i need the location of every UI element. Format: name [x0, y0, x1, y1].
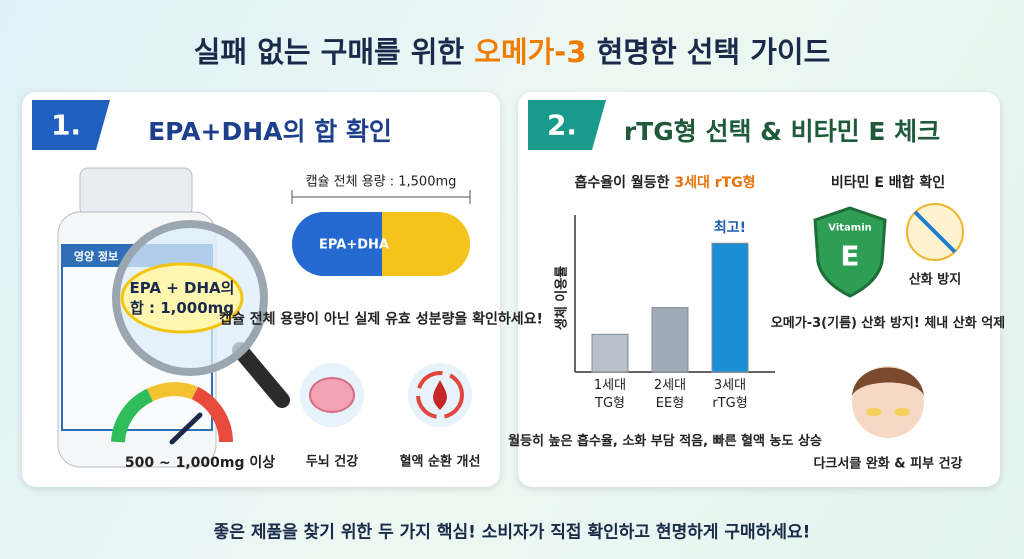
- skin-note: 다크서클 완화 & 피부 건강: [813, 456, 963, 472]
- gauge-red: [191, 386, 233, 443]
- benefit-label: 두뇌 건강: [305, 454, 359, 470]
- blood-drop: [433, 380, 447, 410]
- badge-2-shape: [528, 100, 606, 150]
- shield-letter: E: [840, 239, 860, 273]
- badge-2: 2.: [546, 108, 578, 142]
- badge-1-shape: [32, 100, 110, 150]
- chart-title: 흡수율이 월등한 3세대 rTG형: [574, 172, 755, 192]
- bar: [591, 333, 629, 373]
- title-part: 실패 없는 구매를 위한: [193, 35, 475, 69]
- gauge-green: [111, 388, 154, 443]
- antioxidant-label: 산화 방지: [908, 272, 962, 288]
- page-title: 실패 없는 구매를 위한 오메가-3 현명한 선택 가이드: [194, 29, 831, 71]
- bar: [711, 242, 749, 373]
- heading-1: EPA+DHA의 합 확인: [148, 117, 392, 146]
- gauge-yellow: [146, 382, 198, 402]
- gauge-label: 500 ~ 1,000mg 이상: [124, 455, 276, 471]
- shield-top: Vitamin: [828, 222, 872, 234]
- magnifier-text: EPA + DHA의 합 : 1,000mg: [129, 279, 235, 317]
- title-part: 현명한 선택 가이드: [586, 35, 831, 69]
- title-highlight: 오메가-3: [474, 35, 587, 69]
- chart-title-part: 흡수율이 월등한: [574, 175, 675, 191]
- benefit-label: 혈액 순환 개선: [399, 454, 481, 470]
- antioxidant-note: 오메가-3(기름) 산화 방지! 체내 산화 억제: [770, 316, 1006, 331]
- vitamin-title: 비타민 E 배합 확인: [830, 175, 946, 191]
- chart-note: 월등히 높은 흡수율, 소화 부담 적음, 빠른 혈액 농도 상승: [508, 434, 822, 449]
- eye-patch: [894, 408, 910, 416]
- chart-title-highlight: 3세대 rTG형: [674, 175, 756, 191]
- brain-icon: [309, 377, 355, 413]
- heading-2: rTG형 선택 & 비타민 E 체크: [623, 117, 941, 146]
- hair: [852, 367, 924, 396]
- x-tick-label: 2세대 EE형: [653, 378, 687, 411]
- bar-annotation: 최고!: [713, 220, 747, 237]
- bar: [651, 307, 689, 373]
- blood-icon-ring: [416, 371, 464, 419]
- capsule-total: 캡슐 전체 용량 : 1,500mg: [305, 174, 457, 190]
- footer: 좋은 제품을 찾기 위한 두 가지 핵심! 소비자가 직접 확인하고 현명하게 …: [213, 522, 811, 543]
- gauge-needle: [169, 412, 203, 445]
- x-tick-label: 3세대 rTG형: [712, 378, 748, 411]
- magnifier-handle: [232, 342, 290, 408]
- capsule-right: [382, 212, 470, 276]
- card-2: [518, 92, 1000, 487]
- bottle-label-text: 영양 정보: [73, 250, 119, 263]
- badge-1: 1.: [50, 108, 82, 142]
- capsule-left: [292, 212, 382, 276]
- capsule-label: EPA+DHA: [319, 237, 389, 253]
- vitamin-shield: [813, 206, 887, 298]
- eye-patch: [866, 408, 882, 416]
- x-tick-label: 1세대 TG형: [593, 378, 627, 411]
- capsule-note: 캡슐 전체 용량이 아닌 실제 유효 성분량을 확인하세요!: [219, 311, 543, 328]
- highlight-oval: [120, 262, 244, 334]
- antioxidant-slash: [913, 210, 957, 254]
